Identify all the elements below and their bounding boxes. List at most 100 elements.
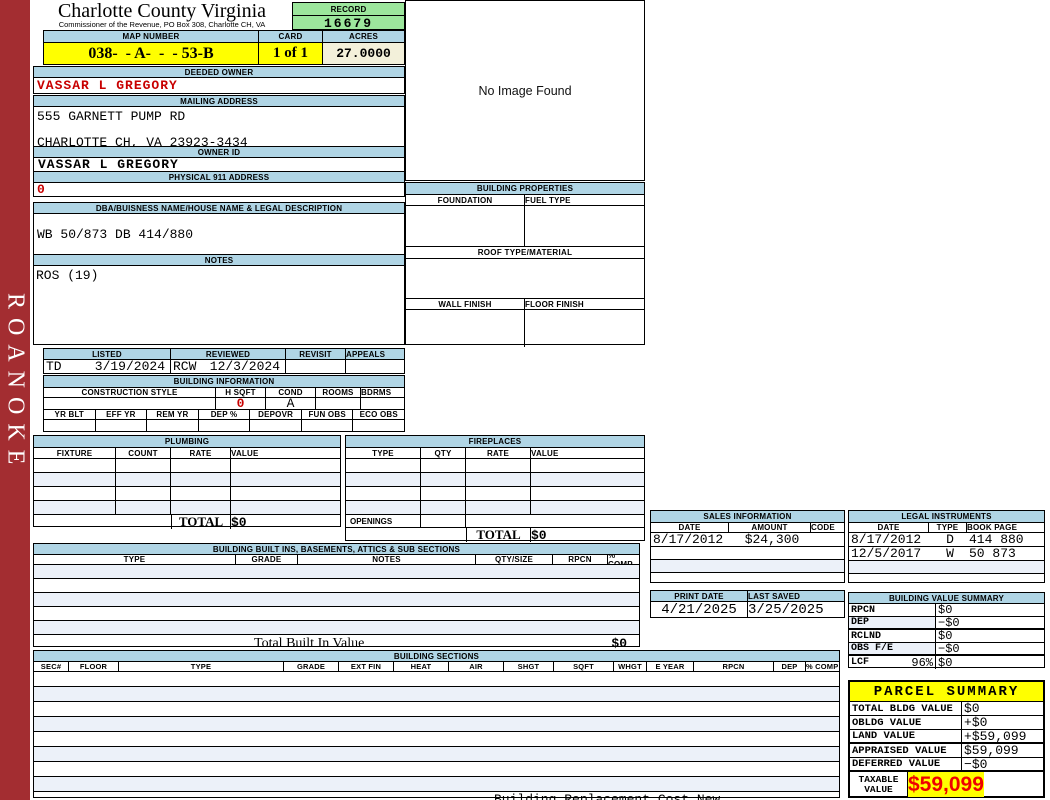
hsqft-header: H SQFT	[216, 388, 266, 397]
empty-cell	[199, 420, 251, 432]
type-header: TYPE	[929, 523, 967, 532]
row-value: $59,099	[971, 730, 1027, 742]
floor-header: FLOOR	[69, 662, 119, 671]
empty-cell	[346, 473, 421, 486]
row-label: APPRAISED VALUE	[850, 744, 962, 757]
floor-finish-label: FLOOR FINISH	[525, 299, 584, 309]
empty-row	[34, 747, 839, 762]
empty-row	[44, 420, 404, 432]
taxable-value-label: TAXABLE VALUE	[850, 772, 908, 797]
empty-cell	[171, 459, 231, 472]
empty-cell	[353, 420, 404, 432]
value-header: VALUE	[531, 448, 559, 458]
mailing-line1: 555 GARNETT PUMP RD	[37, 109, 186, 124]
empty-row	[346, 473, 644, 487]
grade-header: GRADE	[284, 662, 339, 671]
county-title: Charlotte County Virginia	[57, 0, 267, 22]
instrument-book-page: 50 873	[969, 546, 1016, 561]
empty-row	[34, 717, 839, 732]
empty-row	[346, 501, 644, 515]
empty-cell	[34, 459, 116, 472]
row-value: $0	[938, 604, 953, 616]
empty-cell	[34, 487, 116, 500]
listed-by: TD	[46, 360, 62, 373]
rate-header: RATE	[171, 448, 231, 458]
commissioner-line: Commissioner of the Revenue, PO Box 308,…	[58, 20, 266, 29]
print-date-value: 4/21/2025	[651, 602, 748, 617]
empty-cell	[171, 501, 231, 514]
built-ins-total-label: Total Built In Value	[254, 635, 365, 651]
foundation-value	[406, 206, 525, 246]
empty-row	[34, 687, 839, 702]
last-saved-label: LAST SAVED	[748, 591, 801, 601]
empty-row	[34, 777, 839, 792]
empty-cell	[116, 459, 171, 472]
rooms-header: ROOMS	[316, 388, 361, 397]
row-value: $0	[938, 630, 953, 642]
roof-value	[406, 259, 644, 299]
empty-cell	[171, 473, 231, 486]
empty-cell	[466, 473, 531, 486]
date-header: DATE	[651, 523, 729, 532]
map-number-value: 038- - A- - - 53-B	[44, 43, 259, 64]
empty-row	[34, 565, 639, 579]
parcel-row: OBLDG VALUE + $0	[850, 716, 1043, 730]
effyr-header: EFF YR	[96, 410, 148, 419]
fireplaces-title: FIREPLACES	[346, 436, 644, 448]
built-ins-total-value: $0	[611, 636, 627, 651]
empty-row	[34, 459, 340, 473]
parcel-row: DEFERRED VALUE − $0	[850, 758, 1043, 772]
empty-cell	[116, 487, 171, 500]
fireplaces-table: FIREPLACES TYPE QTY RATE VALUE OPENINGS …	[345, 435, 645, 542]
row-value: $0	[938, 656, 953, 669]
reviewed-date: 12/3/2024	[209, 360, 280, 373]
row-label: OBLDG VALUE	[850, 716, 962, 729]
pct-comp-header: % COMP	[806, 662, 839, 671]
summary-row: RCLND $0	[849, 630, 1044, 643]
row-label: LAND VALUE	[850, 730, 962, 742]
map-number-label: MAP NUMBER	[44, 31, 259, 42]
empty-cell	[466, 487, 531, 500]
rpcn-header: RPCN	[553, 555, 608, 564]
empty-row	[346, 459, 644, 473]
sales-information-title: SALES INFORMATION	[651, 511, 844, 523]
sales-row: 8/17/2012 $24,300	[651, 532, 844, 547]
legal-instruments-table: LEGAL INSTRUMENTS DATE TYPE BOOK PAGE 8/…	[848, 510, 1045, 583]
empty-cell	[302, 420, 354, 432]
empty-row	[34, 672, 839, 687]
rpcn-header: RPCN	[694, 662, 774, 671]
row-label: OBS F/E	[849, 643, 936, 654]
building-value-summary-title: BUILDING VALUE SUMMARY	[849, 593, 1044, 604]
card-label: CARD	[259, 31, 323, 42]
print-date-label: PRINT DATE	[651, 591, 748, 601]
empty-row	[34, 501, 340, 515]
record-box: RECORD 16679	[292, 2, 405, 31]
empty-row	[849, 574, 1044, 586]
empty-cell	[116, 501, 171, 514]
empty-cell	[421, 515, 466, 527]
heat-header: HEAT	[394, 662, 449, 671]
pct-comp-header: % COMP	[608, 555, 633, 564]
legal-instruments-title: LEGAL INSTRUMENTS	[849, 511, 1044, 523]
yrblt-header: YR BLT	[44, 410, 96, 419]
construction-style-header: CONSTRUCTION STYLE	[44, 388, 216, 397]
amount-header: AMOUNT	[729, 523, 811, 532]
empty-cell	[421, 473, 466, 486]
dep-pct-header: DEP %	[199, 410, 251, 419]
empty-cell	[466, 459, 531, 472]
type-header: TYPE	[346, 448, 421, 458]
summary-row: LCF 96% $0	[849, 656, 1044, 669]
parcel-summary-title: PARCEL SUMMARY	[850, 682, 1043, 702]
empty-row	[34, 762, 839, 777]
empty-row	[651, 547, 844, 560]
empty-cell	[34, 473, 116, 486]
row-op: +	[964, 730, 972, 742]
foundation-label: FOUNDATION	[406, 195, 525, 205]
building-information-title: BUILDING INFORMATION	[44, 376, 404, 388]
empty-cell	[421, 501, 466, 514]
building-properties-panel: BUILDING PROPERTIES FOUNDATION FUEL TYPE…	[405, 182, 645, 347]
roof-label: ROOF TYPE/MATERIAL	[406, 247, 644, 259]
revisit-value	[286, 360, 346, 373]
row-label: RPCN	[849, 604, 936, 616]
eyear-header: E YEAR	[647, 662, 694, 671]
